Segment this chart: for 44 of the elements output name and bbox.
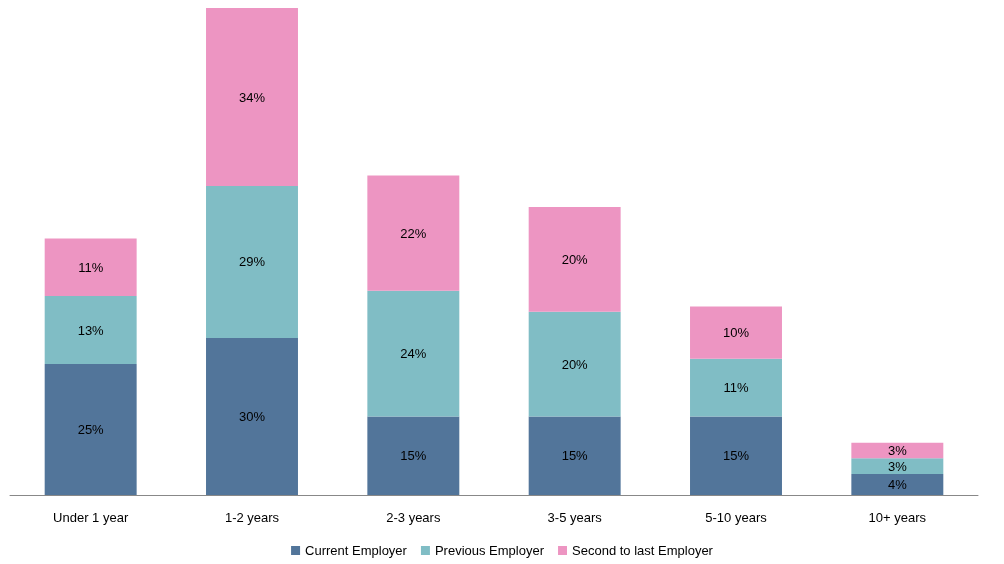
data-label: 20%	[561, 356, 589, 372]
bar	[367, 175, 460, 291]
bar	[528, 416, 621, 495]
bar	[44, 238, 137, 297]
data-label: 11%	[78, 259, 104, 275]
bar	[528, 206, 621, 312]
data-label: 15%	[561, 448, 589, 464]
legend-label: Previous Employer	[434, 543, 545, 558]
bar	[206, 337, 298, 495]
bar	[367, 416, 460, 495]
x-tick-label: 3-5 years	[547, 510, 603, 525]
bar	[690, 416, 782, 495]
data-label: 4%	[887, 477, 908, 493]
x-tick-label: Under 1 year	[53, 510, 129, 525]
data-label: 25%	[77, 422, 105, 438]
bar	[367, 290, 460, 417]
data-label: 11%	[723, 380, 749, 396]
bar	[206, 186, 298, 338]
bar	[44, 296, 137, 365]
bar	[528, 311, 621, 417]
legend-label: Second to last Employer	[572, 543, 714, 558]
legend-label: Current Employer	[305, 543, 408, 558]
bar	[690, 306, 782, 359]
data-label: 13%	[77, 322, 105, 338]
data-label: 3%	[887, 458, 908, 474]
data-label: 15%	[722, 448, 750, 464]
bar	[44, 364, 137, 495]
bar	[690, 358, 782, 417]
data-label: 3%	[887, 442, 908, 458]
bar	[206, 8, 298, 187]
x-tick-label: 1-2 years	[224, 510, 280, 525]
x-tick-label: 10+ years	[868, 510, 927, 525]
data-label: 30%	[238, 408, 266, 424]
data-label: 20%	[561, 251, 589, 267]
data-label: 29%	[238, 254, 266, 270]
data-label: 24%	[400, 346, 427, 362]
x-tick-label: 5-10 years	[705, 510, 768, 525]
data-label: 22%	[400, 225, 427, 241]
data-label: 10%	[722, 325, 750, 341]
bar	[851, 474, 944, 495]
bar	[851, 458, 944, 475]
data-label: 15%	[400, 448, 427, 464]
x-tick-label: 2-3 years	[386, 510, 441, 525]
data-label: 34%	[238, 89, 266, 105]
